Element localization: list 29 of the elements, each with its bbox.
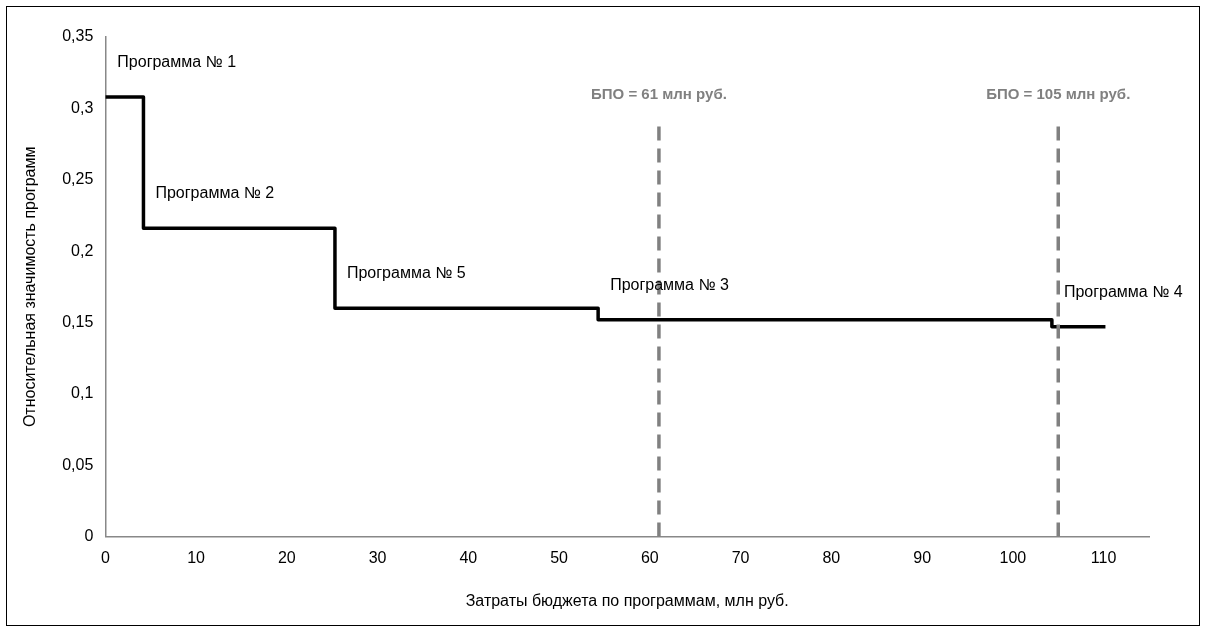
y-tick-label: 0,15 xyxy=(62,312,94,330)
annotation: Программа № 4 xyxy=(1063,282,1183,300)
x-tick-label: 100 xyxy=(999,548,1027,566)
y-tick-label: 0,05 xyxy=(62,455,94,473)
y-tick-label: 0,3 xyxy=(71,98,94,116)
y-tick-label: 0,1 xyxy=(71,384,94,402)
x-tick-label: 70 xyxy=(731,548,750,566)
annotation: Программа № 3 xyxy=(610,275,730,293)
x-tick-label: 0 xyxy=(100,548,110,566)
x-tick-label: 90 xyxy=(913,548,932,566)
x-tick-label: 40 xyxy=(459,548,478,566)
ref-line-label: БПО = 61 млн руб. xyxy=(591,85,727,103)
ref-line-label: БПО = 105 млн руб. xyxy=(986,85,1131,103)
y-tick-label: 0 xyxy=(84,527,94,545)
x-tick-label: 10 xyxy=(187,548,206,566)
annotation: Программа № 5 xyxy=(346,264,466,282)
y-tick-label: 0,2 xyxy=(71,241,94,259)
x-tick-label: 110 xyxy=(1090,548,1117,566)
x-axis-title: Затраты бюджета по программам, млн руб. xyxy=(465,591,789,609)
y-tick-label: 0,25 xyxy=(62,170,94,188)
x-tick-label: 30 xyxy=(368,548,387,566)
x-tick-label: 80 xyxy=(822,548,841,566)
y-axis-title: Относительная значимость программ xyxy=(21,146,39,428)
x-tick-label: 60 xyxy=(640,548,659,566)
x-tick-label: 20 xyxy=(277,548,296,566)
y-tick-label: 0,35 xyxy=(62,27,94,45)
x-tick-label: 50 xyxy=(550,548,569,566)
annotation: Программа № 2 xyxy=(155,184,275,202)
annotation: Программа № 1 xyxy=(117,52,237,70)
